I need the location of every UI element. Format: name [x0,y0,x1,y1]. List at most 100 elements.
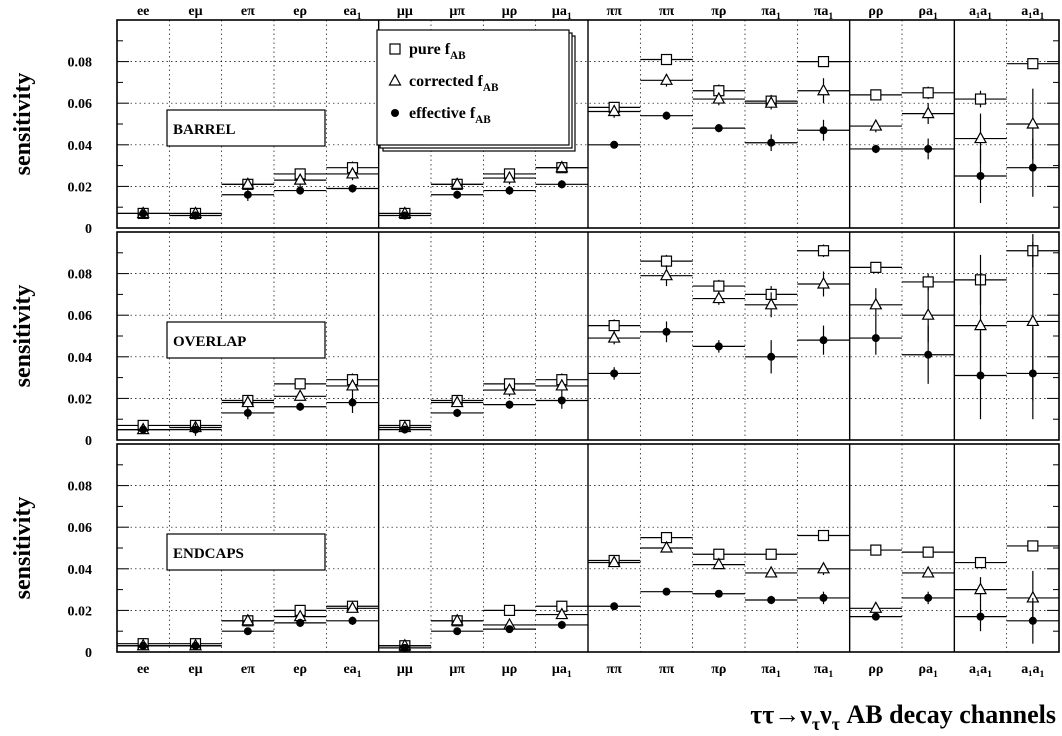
square-marker [974,93,987,105]
circle-marker [505,186,514,195]
category-label-bottom: a₁a1 [969,662,992,680]
y-tick-label: 0.02 [68,604,93,619]
circle-marker [610,602,619,611]
category-label-top: πa1 [761,4,781,22]
y-axis-label: sensitivity [10,73,36,176]
category-label-top: eμ [188,4,202,19]
panel-overlap: 0 0.02 0.04 0.06 0.08 sensitivity OVERLAP [10,231,1060,449]
circle-marker [767,138,776,147]
triangle-marker [816,561,831,574]
category-label-bottom: μρ [502,662,517,677]
circle-marker [243,627,252,636]
circle-marker [1028,163,1037,172]
square-marker [503,604,516,617]
y-axis-label: sensitivity [10,285,36,388]
triangle-marker [869,601,883,613]
triangle-marker [764,95,778,108]
triangle-marker [388,73,402,86]
bottom-category-labels: ee eμ eπ eρ ea1 μμ μπ μρ μa1 ππ ππ πρ πa1 πa1 ρρ ρa1 a₁a… [137,662,1045,680]
category-label-bottom: eμ [188,662,202,677]
triangle-marker [293,389,307,401]
category-label-bottom: πa1 [761,662,781,680]
circle-marker [819,126,828,135]
triangle-marker [1026,116,1040,129]
circle-marker [191,211,200,220]
triangle-marker [450,177,464,189]
category-label-top: ea1 [343,4,361,22]
square-marker [974,556,987,569]
triangle-marker [345,601,360,613]
triangle-marker [555,607,569,620]
category-label-bottom: μa1 [552,662,572,680]
circle-marker [714,124,723,133]
category-label-bottom: ea1 [343,662,361,680]
circle-marker [348,616,357,625]
y-tick-label: 0 [85,434,92,449]
category-label-top: ππ [606,4,622,19]
category-label-top: ππ [659,4,675,19]
triangle-marker [345,378,360,391]
series-filled-circle [117,111,1059,220]
circle-marker [348,398,357,407]
circle-marker [662,111,671,120]
legend: pure fAB corrected fAB effective fAB [376,29,576,152]
circle-marker [296,402,305,411]
series-filled-circle [117,321,1059,436]
category-label-top: μμ [397,4,413,19]
panel-label-box [166,109,326,147]
category-label-top: eρ [293,4,307,19]
triangle-marker [607,104,621,117]
category-label-bottom: ππ [659,662,675,677]
y-tick-label: 0.02 [68,392,93,407]
circle-marker [871,144,880,153]
category-label-bottom: a₁a1 [1021,662,1044,680]
circle-marker [139,641,148,650]
circle-marker [1028,616,1037,625]
square-marker [660,53,673,66]
circle-marker [348,184,357,193]
category-label-top: πρ [711,4,726,19]
circle-marker [767,352,776,361]
triangle-marker [659,540,674,553]
square-marker [870,261,882,273]
y-tick-label: 0.06 [68,97,93,112]
y-tick-label: 0.08 [68,480,93,495]
triangle-marker [659,268,674,281]
square-marker [817,245,830,257]
circle-marker [243,408,252,417]
panel-label-box [166,321,326,359]
square-marker [608,320,620,332]
square-marker [389,43,401,55]
circle-marker [871,612,880,621]
category-label-top: eπ [241,4,255,19]
panel-label: OVERLAP [173,334,246,350]
circle-marker [139,209,148,218]
triangle-marker [973,131,988,144]
category-label-top: πa1 [814,4,834,22]
circle-marker [767,596,776,604]
triangle-marker [816,276,831,289]
category-label-bottom: πa1 [814,662,834,680]
square-marker [294,378,306,390]
square-marker [765,548,777,560]
triangle-marker [659,73,674,85]
category-label-top: a₁a1 [1021,4,1044,22]
category-label-bottom: ee [137,662,149,677]
circle-marker [557,620,566,629]
circle-marker [453,408,462,417]
square-marker [870,544,882,556]
circle-marker [1028,369,1037,378]
circle-marker [400,211,409,220]
triangle-marker [712,291,726,304]
circle-marker [453,190,462,199]
circle-marker [714,589,723,598]
triangle-marker [921,307,935,320]
top-category-labels: ee eμ eπ eρ ea1 μμ μπ μρ μa1 ππ ππ πρ πa1 πa1 ρρ ρa1 a₁a… [137,4,1045,22]
circle-marker [610,140,619,149]
circle-marker [924,144,933,153]
circle-marker [662,587,671,596]
category-label-bottom: πρ [711,662,726,677]
square-marker [1027,540,1039,552]
legend-entry: pure fAB [409,41,466,62]
